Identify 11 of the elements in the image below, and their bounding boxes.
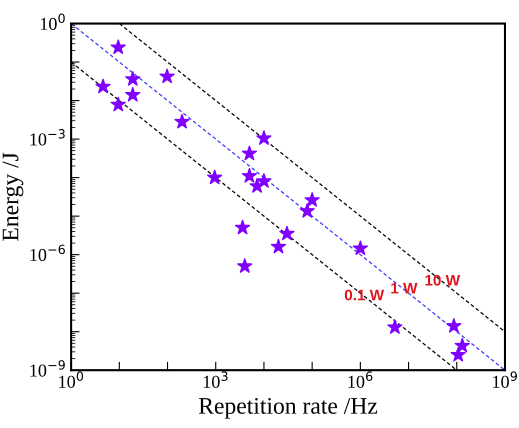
annotation: 1 W [391, 282, 418, 294]
annotation: 0.1 W [344, 290, 384, 300]
y-tick-label: 10$^{−3}$ [30, 129, 65, 146]
x-tick-label: 10$^{9}$ [493, 371, 517, 388]
y-axis-title: Energy /J [2, 152, 24, 241]
annotation: 10 W [425, 274, 460, 286]
y-tick-label: 10$^{−6}$ [30, 244, 65, 262]
x-axis-title: Repetition rate /Hz [198, 398, 378, 419]
x-tick-label: 10$^{6}$ [348, 371, 372, 388]
x-tick-label: 10$^{3}$ [204, 371, 228, 388]
y-tick-label: 10$^{0}$ [40, 13, 65, 30]
